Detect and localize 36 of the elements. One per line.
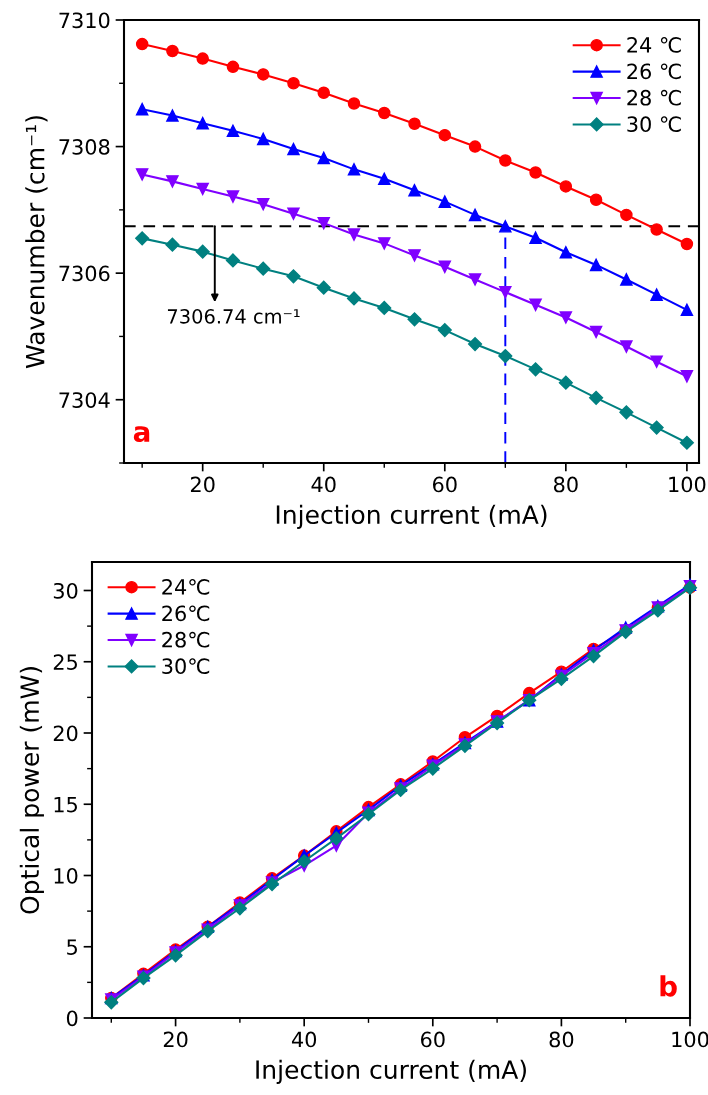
y-tick-label: 20 — [53, 725, 78, 742]
x-tick-label: 20 — [163, 1031, 188, 1048]
legend-label: 24 ℃ — [627, 37, 681, 53]
x-tick-label: 80 — [549, 1031, 574, 1048]
legend-label: 26℃ — [162, 605, 210, 622]
x-tick-label: 40 — [291, 1031, 317, 1048]
x-tick-label: 40 — [311, 476, 336, 493]
x-tick-label: 60 — [421, 1031, 445, 1048]
y-tick-label: 25 — [53, 654, 77, 670]
legend-label: 28℃ — [162, 631, 210, 648]
x-tick-label: 80 — [554, 476, 578, 493]
legend-label: 30℃ — [162, 658, 210, 675]
x-tick-label: 100 — [669, 476, 706, 493]
y-tick-label: 15 — [54, 796, 77, 813]
annotation: 7306.74 cm⁻¹ — [167, 309, 300, 324]
x-axis-title: Injection current (mA) — [256, 1059, 526, 1084]
x-axis-title: Injection current (mA) — [276, 504, 547, 529]
y-tick-label: 7308 — [59, 139, 110, 155]
legend-label: 30 ℃ — [627, 116, 681, 133]
y-tick-label: 7306 — [59, 265, 110, 282]
x-tick-label: 60 — [432, 476, 457, 493]
x-tick-label: 20 — [190, 476, 215, 493]
y-tick-label: 7304 — [59, 392, 110, 408]
annotation: b — [660, 975, 677, 997]
y-tick-label: 5 — [67, 939, 77, 955]
y-axis-title: Wavenumber (cm⁻¹) — [25, 116, 48, 369]
y-tick-label: 30 — [53, 582, 78, 599]
legend-label: 26 ℃ — [627, 63, 681, 80]
y-tick-label: 10 — [54, 867, 78, 884]
x-tick-label: 100 — [672, 1031, 708, 1048]
annotation: a — [133, 426, 150, 443]
legend-label: 28 ℃ — [627, 89, 681, 106]
y-tick-label: 0 — [66, 1010, 78, 1027]
legend-label: 24℃ — [162, 579, 210, 595]
y-tick-label: 7310 — [59, 12, 110, 29]
y-axis-title: Optical power (mW) — [19, 667, 44, 914]
